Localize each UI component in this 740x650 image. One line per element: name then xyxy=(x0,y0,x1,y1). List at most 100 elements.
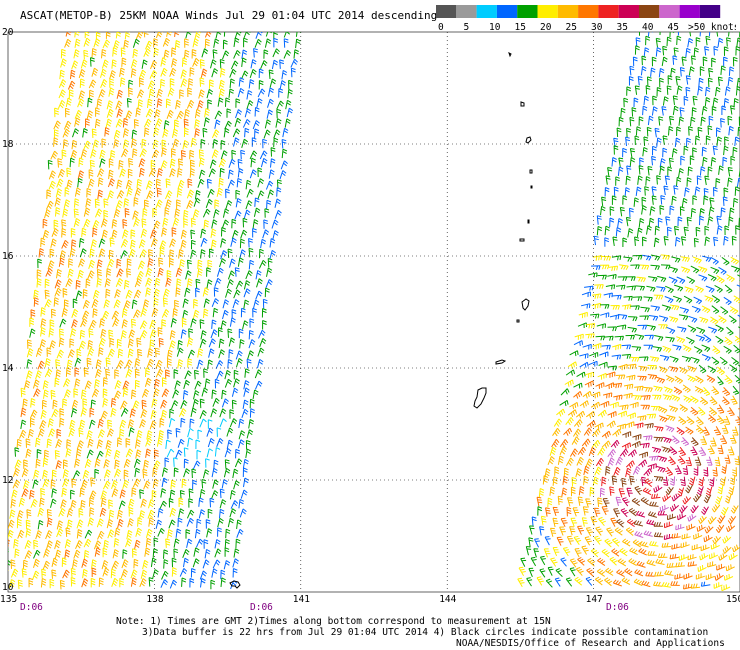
wind-barb xyxy=(196,268,203,278)
wind-barb xyxy=(58,337,65,347)
wind-barb xyxy=(171,148,176,158)
wind-barb xyxy=(267,258,273,268)
wind-barb xyxy=(206,178,212,189)
wind-barb xyxy=(251,137,257,147)
wind-barb xyxy=(638,365,648,372)
wind-barb xyxy=(180,239,187,250)
wind-barb xyxy=(277,179,282,189)
wind-barb xyxy=(213,209,220,219)
wind-barb xyxy=(612,294,622,300)
wind-barb xyxy=(122,479,130,489)
wind-barb xyxy=(734,335,740,345)
wind-barb xyxy=(77,170,85,180)
wind-barb xyxy=(143,32,149,38)
wind-barb xyxy=(245,440,251,450)
wind-barb xyxy=(78,157,84,167)
wind-barb xyxy=(716,225,723,235)
wind-barb xyxy=(63,299,69,309)
wind-barb xyxy=(663,236,669,246)
wind-barb xyxy=(180,78,188,88)
wind-barb xyxy=(668,157,674,168)
wind-barb xyxy=(569,401,579,410)
wind-barb xyxy=(735,46,740,56)
wind-barb xyxy=(666,326,676,335)
wind-barb xyxy=(83,140,91,150)
wind-barb xyxy=(125,538,133,548)
wind-barb xyxy=(169,78,175,88)
wind-barb xyxy=(145,277,153,287)
wind-barb xyxy=(195,278,201,289)
wind-barb xyxy=(248,339,256,349)
wind-barb xyxy=(653,522,664,527)
wind-barb xyxy=(681,355,692,363)
wind-barb xyxy=(227,270,235,280)
wind-barb xyxy=(161,388,170,398)
wind-barb xyxy=(635,126,642,136)
wind-barb xyxy=(632,56,638,67)
wind-barb xyxy=(74,38,81,48)
wind-barb xyxy=(627,449,637,458)
wind-barb xyxy=(68,427,76,438)
wind-barb xyxy=(232,558,239,568)
wind-barb xyxy=(528,537,534,547)
wind-barb xyxy=(681,533,691,540)
wind-barb xyxy=(625,334,635,340)
wind-barb xyxy=(78,427,84,438)
wind-barb xyxy=(683,96,689,106)
wind-barb xyxy=(657,510,668,516)
wind-barb xyxy=(245,179,252,190)
wind-barb xyxy=(283,38,289,48)
wind-barb xyxy=(21,568,27,578)
wind-barb xyxy=(696,524,706,532)
wind-barb xyxy=(42,457,49,468)
wind-barb xyxy=(130,59,138,69)
wind-barb xyxy=(167,87,175,97)
wind-barb xyxy=(72,128,80,138)
wind-barb xyxy=(162,217,169,227)
wind-barb xyxy=(88,79,97,89)
wind-barb xyxy=(175,287,181,297)
wind-barb xyxy=(696,486,704,496)
wind-barb xyxy=(221,389,227,400)
wind-barb xyxy=(36,449,42,459)
wind-barb xyxy=(693,466,699,476)
wind-barb xyxy=(198,157,205,167)
colorbar-cell xyxy=(618,5,639,18)
wind-barb xyxy=(145,108,154,118)
wind-barb xyxy=(709,477,715,487)
wind-barb xyxy=(244,108,252,118)
wind-barb xyxy=(679,404,688,413)
wind-barb xyxy=(724,136,729,146)
wind-barb xyxy=(154,109,161,119)
wind-barb xyxy=(714,284,723,293)
wind-barb xyxy=(662,394,673,401)
wind-barb xyxy=(187,349,196,359)
wind-barb xyxy=(131,138,137,148)
wind-barb xyxy=(533,548,539,558)
wind-barb xyxy=(582,343,592,350)
wind-barb xyxy=(577,446,587,456)
wind-barb xyxy=(626,127,631,138)
wind-barb xyxy=(703,494,712,504)
wind-barb xyxy=(90,577,96,588)
wind-barb xyxy=(84,458,92,469)
wind-barb xyxy=(683,583,693,590)
wind-barb xyxy=(90,148,97,159)
wind-barb xyxy=(182,139,189,150)
wind-barb xyxy=(719,476,726,487)
wind-barb xyxy=(670,67,676,78)
wind-barb xyxy=(133,309,141,319)
wind-barb xyxy=(656,175,662,185)
wind-barb xyxy=(51,557,58,568)
wind-barb xyxy=(128,498,135,508)
wind-barb xyxy=(704,236,711,246)
wind-barb xyxy=(722,196,728,206)
wind-barb xyxy=(716,275,725,284)
wind-barb xyxy=(260,60,268,69)
wind-barb xyxy=(79,329,86,340)
wind-barb xyxy=(557,455,564,465)
wind-barb xyxy=(102,39,111,49)
wind-barb xyxy=(173,548,179,558)
wind-barb xyxy=(679,107,685,117)
wind-barb xyxy=(115,278,124,287)
